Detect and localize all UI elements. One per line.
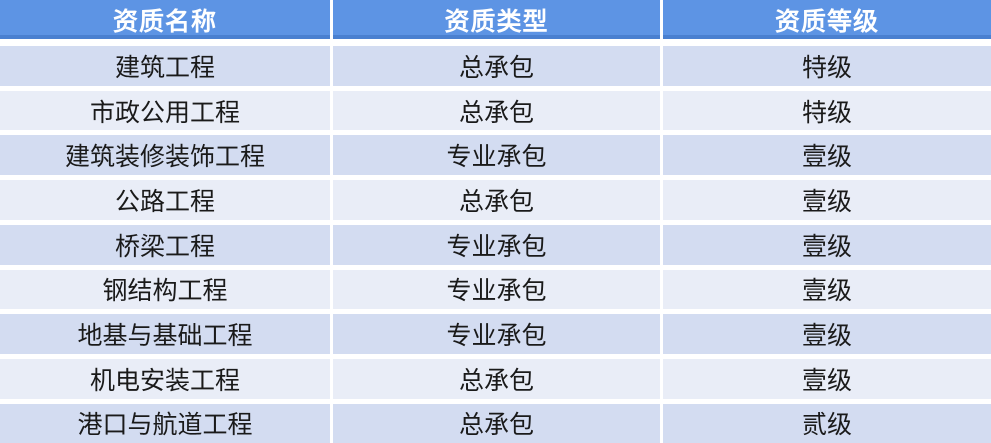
cell-qualification-type: 总承包 xyxy=(330,180,660,225)
cell-qualification-name: 公路工程 xyxy=(0,180,330,225)
cell-qualification-type: 总承包 xyxy=(330,46,660,91)
cell-qualification-level: 壹级 xyxy=(660,224,991,270)
cell-qualification-level: 壹级 xyxy=(660,135,991,181)
column-header-qualification-type: 资质类型 xyxy=(330,0,660,46)
cell-qualification-type: 总承包 xyxy=(330,403,660,443)
cell-qualification-name: 市政公用工程 xyxy=(0,90,330,136)
cell-qualification-level: 壹级 xyxy=(660,358,991,404)
cell-qualification-level: 壹级 xyxy=(660,269,991,315)
cell-qualification-name: 钢结构工程 xyxy=(0,269,330,315)
cell-qualification-level: 特级 xyxy=(660,46,991,91)
cell-qualification-type: 专业承包 xyxy=(330,135,660,181)
cell-qualification-type: 专业承包 xyxy=(330,314,660,359)
table-row: 建筑工程 总承包 特级 xyxy=(0,46,991,91)
column-header-qualification-level: 资质等级 xyxy=(660,0,991,46)
table-row: 地基与基础工程 专业承包 壹级 xyxy=(0,314,991,359)
cell-qualification-name: 建筑工程 xyxy=(0,46,330,91)
cell-qualification-type: 总承包 xyxy=(330,90,660,136)
table-row: 公路工程 总承包 壹级 xyxy=(0,180,991,225)
table-row: 机电安装工程 总承包 壹级 xyxy=(0,358,991,404)
column-header-qualification-name: 资质名称 xyxy=(0,0,330,46)
cell-qualification-level: 壹级 xyxy=(660,180,991,225)
cell-qualification-name: 建筑装修装饰工程 xyxy=(0,135,330,181)
table-row: 建筑装修装饰工程 专业承包 壹级 xyxy=(0,135,991,181)
table-header-row: 资质名称 资质类型 资质等级 xyxy=(0,0,991,46)
cell-qualification-type: 总承包 xyxy=(330,358,660,404)
cell-qualification-level: 壹级 xyxy=(660,314,991,359)
cell-qualification-name: 机电安装工程 xyxy=(0,358,330,404)
table-row: 市政公用工程 总承包 特级 xyxy=(0,90,991,136)
cell-qualification-name: 港口与航道工程 xyxy=(0,403,330,443)
cell-qualification-name: 地基与基础工程 xyxy=(0,314,330,359)
cell-qualification-name: 桥梁工程 xyxy=(0,224,330,270)
cell-qualification-level: 贰级 xyxy=(660,403,991,443)
table-row: 港口与航道工程 总承包 贰级 xyxy=(0,403,991,443)
cell-qualification-level: 特级 xyxy=(660,90,991,136)
cell-qualification-type: 专业承包 xyxy=(330,269,660,315)
cell-qualification-type: 专业承包 xyxy=(330,224,660,270)
table-body: 建筑工程 总承包 特级 市政公用工程 总承包 特级 建筑装修装饰工程 专业承包 … xyxy=(0,46,991,443)
table-row: 桥梁工程 专业承包 壹级 xyxy=(0,224,991,270)
table-row: 钢结构工程 专业承包 壹级 xyxy=(0,269,991,315)
